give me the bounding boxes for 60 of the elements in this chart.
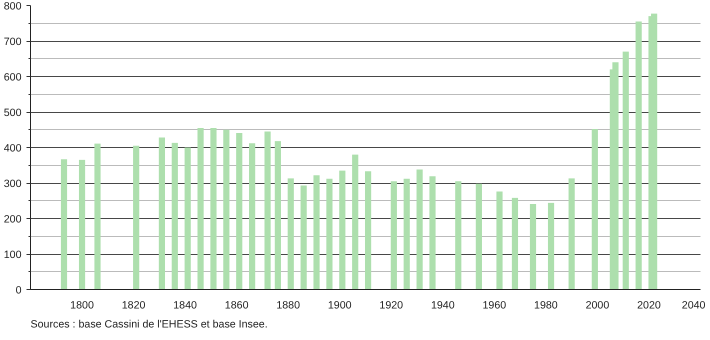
bar [455, 181, 462, 290]
bar [223, 130, 230, 290]
y-tick-label: 0 [16, 284, 22, 296]
x-tick-label: 1960 [482, 300, 506, 312]
bar [476, 184, 482, 290]
bar [339, 170, 346, 290]
x-tick-label: 1860 [224, 300, 249, 312]
y-tick-label: 100 [4, 249, 22, 261]
bar [210, 128, 217, 290]
bar [78, 160, 86, 290]
source-note: Sources : base Cassini de l'EHESS et base Insee. [30, 318, 268, 330]
bar [288, 178, 294, 290]
bar [172, 142, 178, 290]
x-tick-label: 1940 [430, 300, 455, 312]
bar [60, 159, 68, 290]
bar [300, 185, 307, 290]
bar [274, 141, 281, 290]
x-tick-label: 1800 [70, 300, 94, 312]
x-tick-label: 2020 [637, 300, 661, 312]
bar [390, 181, 397, 290]
bar [530, 204, 536, 290]
bar [429, 176, 436, 290]
bar [651, 14, 658, 290]
bar [352, 154, 358, 290]
x-tick-label: 2000 [586, 300, 610, 312]
bar [133, 146, 140, 290]
y-tick-label: 300 [4, 178, 22, 190]
bar [548, 202, 554, 290]
x-tick-label: 2040 [682, 300, 706, 312]
x-tick-label: 1880 [276, 300, 300, 312]
x-tick-label: 1920 [379, 300, 404, 312]
x-tick-label: 1840 [173, 300, 198, 312]
bar [326, 178, 333, 290]
bar [622, 52, 629, 290]
bar [404, 178, 410, 290]
bar [636, 21, 642, 290]
y-tick-label: 200 [4, 214, 22, 226]
bar [249, 143, 256, 290]
bar [496, 192, 503, 290]
bar [612, 62, 619, 290]
bar [364, 171, 372, 290]
bar [512, 198, 518, 290]
bar [313, 175, 320, 290]
y-tick-label: 500 [4, 107, 22, 119]
x-tick-label: 1980 [534, 300, 558, 312]
bar [416, 170, 423, 290]
bar [184, 148, 191, 290]
y-tick-label: 700 [4, 36, 22, 48]
bar [568, 178, 575, 290]
bar [236, 132, 242, 290]
bar [592, 129, 598, 290]
y-tick-label: 600 [4, 72, 22, 84]
x-tick-label: 1820 [122, 300, 146, 312]
y-tick-label: 800 [4, 0, 22, 12]
x-tick-label: 1900 [328, 300, 352, 312]
bar [197, 128, 204, 290]
y-tick-label: 400 [4, 142, 22, 154]
bar [158, 138, 166, 290]
bar [264, 132, 271, 290]
bar [94, 144, 101, 290]
